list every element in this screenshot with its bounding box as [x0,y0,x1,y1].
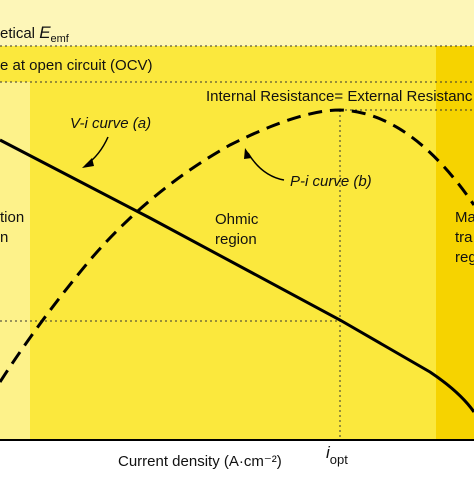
ocv-label: e at open circuit (OCV) [0,57,153,74]
emf-prefix: etical [0,25,39,42]
pi-arrow-head [244,148,252,159]
activation-label: tion [0,209,24,226]
emf-label: etical Eemf [0,23,70,45]
mass-label: reg [455,249,474,266]
mass-transport-band [436,46,474,440]
x-axis-label: Current density (A·cm⁻²) [118,453,282,470]
vi-label: V-i curve (a) [70,115,151,132]
emf-subscript: emf [51,33,70,45]
vi-arrow-head [82,158,94,168]
mass-label: tra [455,229,473,246]
emf-symbol: E [39,23,51,42]
ohmic-label: Ohmic [215,211,259,228]
mass-label: Ma [455,209,474,226]
pi-label: P-i curve (b) [290,173,372,190]
iopt-label: iopt [326,443,348,467]
pi-curve [0,108,474,383]
ohmic-label: region [215,231,257,248]
top-band [0,0,474,46]
iopt-symbol: i [326,443,331,462]
iopt-subscript: opt [330,452,348,467]
resistance-label: Internal Resistance= External Resistanc [206,88,473,105]
activation-label: n [0,229,8,246]
vi-curve [0,138,474,413]
ohmic-band [0,46,474,440]
activation-band [0,82,30,440]
